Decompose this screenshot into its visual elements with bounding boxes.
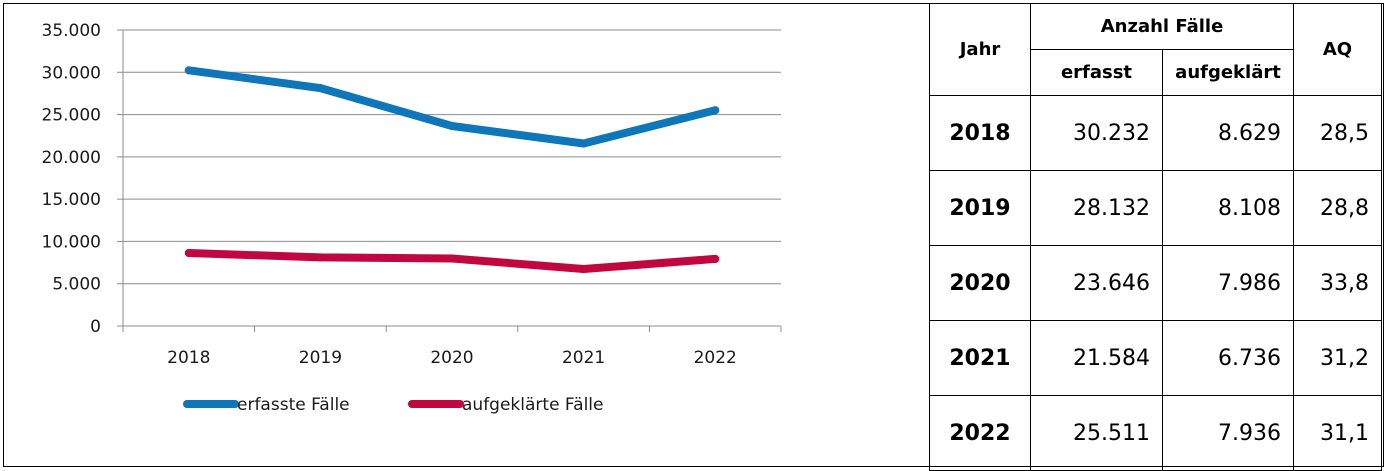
data-point xyxy=(579,139,588,148)
data-point xyxy=(711,254,720,263)
x-tick-label: 2019 xyxy=(299,348,342,368)
cell-solved: 7.986 xyxy=(1162,245,1294,321)
case-statistics-table: Jahr Anzahl Fälle AQ erfasst aufgeklärt … xyxy=(929,3,1382,471)
y-tick-label: 0 xyxy=(90,317,101,337)
cell-year: 2022 xyxy=(929,395,1031,471)
x-tick-label: 2020 xyxy=(430,348,473,368)
cell-rate: 31,2 xyxy=(1293,320,1382,396)
series-line-1 xyxy=(184,66,720,148)
cell-year: 2021 xyxy=(929,320,1031,396)
y-tick-label: 15.000 xyxy=(42,190,101,210)
table-row: 2018 30.232 8.629 28,5 xyxy=(929,95,1382,171)
data-point xyxy=(316,253,325,262)
cell-solved: 6.736 xyxy=(1162,320,1294,396)
table-row: 2021 21.584 6.736 31,2 xyxy=(929,320,1382,396)
table-row: 2019 28.132 8.108 28,8 xyxy=(929,170,1382,246)
cell-year: 2019 xyxy=(929,170,1031,246)
header-clearance-rate: AQ xyxy=(1293,3,1382,96)
line-chart: 0 5.000 10.000 15.000 20.000 25.000 30.000 35.0… xyxy=(42,21,782,415)
cell-recorded: 23.646 xyxy=(1030,245,1163,321)
axes: 0 5.000 10.000 15.000 20.000 25.000 30.000 35.0… xyxy=(42,21,782,368)
cell-year: 2018 xyxy=(929,95,1031,171)
legend: erfasste Fälle aufgeklärte Fälle xyxy=(183,395,603,415)
y-tick-label: 10.000 xyxy=(42,232,101,252)
data-point xyxy=(448,254,456,263)
cell-solved: 8.108 xyxy=(1162,170,1294,246)
data-point xyxy=(184,249,193,258)
cell-solved: 7.936 xyxy=(1162,395,1294,471)
data-point xyxy=(579,265,588,274)
y-tick-label: 25.000 xyxy=(42,106,101,126)
cell-rate: 33,8 xyxy=(1293,245,1382,321)
cell-recorded: 21.584 xyxy=(1030,320,1163,396)
x-tick-label: 2022 xyxy=(694,348,737,368)
legend-label: erfasste Fälle xyxy=(237,395,350,415)
data-point xyxy=(316,84,325,93)
x-tick-label: 2018 xyxy=(167,348,210,368)
header-case-count: Anzahl Fälle xyxy=(1030,3,1294,50)
y-tick-label: 5.000 xyxy=(52,275,101,295)
series-lines xyxy=(184,66,720,274)
y-tick-label: 35.000 xyxy=(42,21,101,41)
header-recorded: erfasst xyxy=(1030,49,1163,96)
grid-lines xyxy=(123,29,781,285)
data-point xyxy=(184,66,193,75)
cell-rate: 31,1 xyxy=(1293,395,1382,471)
header-solved: aufgeklärt xyxy=(1162,49,1294,96)
cell-recorded: 28.132 xyxy=(1030,170,1163,246)
data-point xyxy=(448,122,456,131)
header-year: Jahr xyxy=(929,3,1031,96)
cell-solved: 8.629 xyxy=(1162,95,1294,171)
y-tick-label: 20.000 xyxy=(42,148,101,168)
legend-label: aufgeklärte Fälle xyxy=(462,395,603,415)
data-point xyxy=(711,106,720,115)
cell-rate: 28,8 xyxy=(1293,170,1382,246)
cell-year: 2020 xyxy=(929,245,1031,321)
x-tick-label: 2021 xyxy=(562,348,605,368)
y-tick-label: 30.000 xyxy=(42,63,101,83)
table-row: 2020 23.646 7.986 33,8 xyxy=(929,245,1382,321)
table-row: 2022 25.511 7.936 31,1 xyxy=(929,395,1382,471)
cell-recorded: 30.232 xyxy=(1030,95,1163,171)
cell-recorded: 25.511 xyxy=(1030,395,1163,471)
cell-rate: 28,5 xyxy=(1293,95,1382,171)
